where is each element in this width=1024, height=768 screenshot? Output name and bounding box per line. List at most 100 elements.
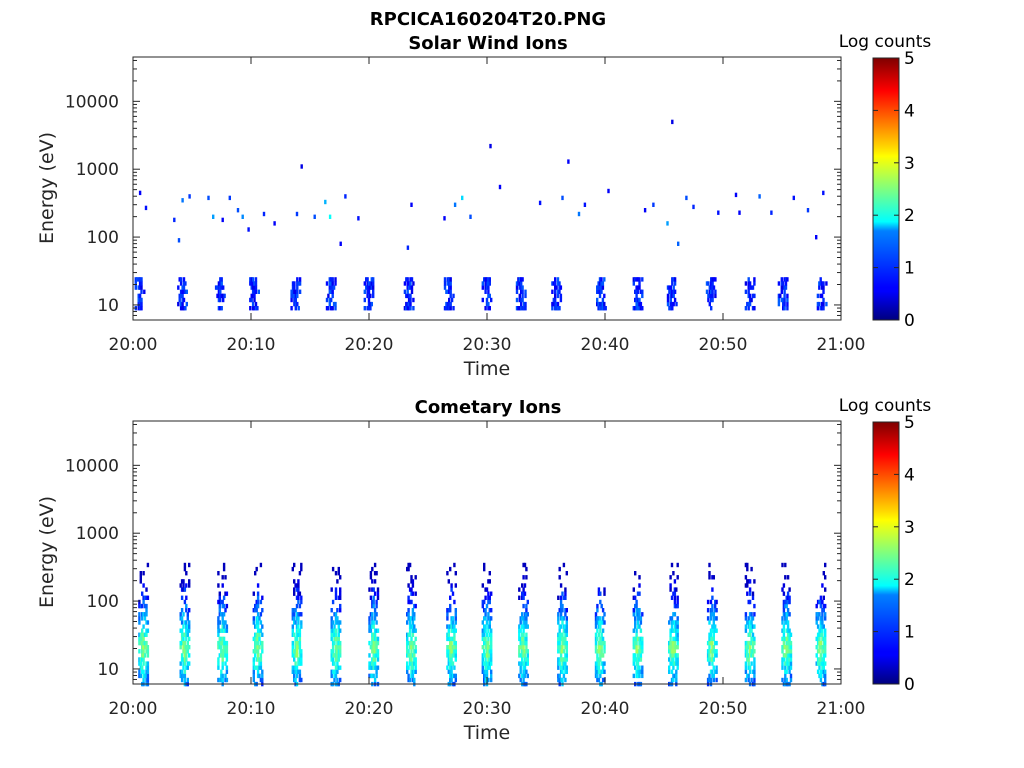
- data-cell: [483, 624, 486, 629]
- data-cell: [783, 289, 786, 294]
- data-cell: [406, 636, 409, 642]
- data-cell: [184, 289, 187, 294]
- data-cell: [408, 657, 412, 662]
- data-cell: [669, 587, 672, 592]
- data-cell: [333, 624, 336, 629]
- data-cell: [815, 636, 818, 642]
- x-tick-label: 20:00: [109, 699, 158, 719]
- data-cell: [371, 645, 374, 650]
- data-cell: [519, 616, 522, 621]
- x-tick-label: 20:50: [699, 699, 748, 719]
- data-cell: [748, 285, 752, 290]
- data-cell: [297, 661, 300, 666]
- data-cell: [781, 562, 784, 568]
- data-cell: [565, 645, 568, 650]
- data-cell: [638, 673, 641, 679]
- data-cell: [784, 620, 787, 625]
- data-cell: [295, 632, 299, 637]
- data-cell: [450, 628, 453, 633]
- data-cell: [815, 653, 818, 658]
- data-cell: [369, 306, 372, 311]
- data-cell: [638, 277, 641, 282]
- data-cell: [186, 661, 189, 666]
- data-cell: [669, 653, 672, 658]
- data-cell: [788, 657, 791, 662]
- data-cell: [822, 645, 825, 650]
- data-cell: [712, 677, 715, 683]
- data-cell: [600, 289, 603, 294]
- data-cell: [819, 673, 823, 679]
- data-cell: [675, 628, 678, 633]
- data-cell: [670, 677, 674, 683]
- data-cell: [596, 616, 599, 621]
- data-cell: [675, 603, 678, 609]
- data-cell: [712, 632, 715, 637]
- data-cell: [712, 665, 715, 670]
- data-cell: [366, 306, 369, 311]
- data-cell: [218, 636, 221, 642]
- data-cell: [487, 301, 490, 307]
- data-cell: [411, 645, 415, 650]
- data-cell: [782, 632, 786, 637]
- data-cell: [488, 277, 491, 282]
- data-cell: [146, 661, 150, 666]
- data-cell: [597, 289, 600, 294]
- data-cell: [705, 281, 709, 286]
- data-cell: [369, 665, 373, 670]
- data-cell: [291, 653, 294, 658]
- data-cell: [786, 591, 790, 596]
- data-cell: [635, 599, 638, 605]
- data-cell: [297, 612, 300, 617]
- data-cell: [179, 293, 183, 299]
- data-cell: [138, 603, 141, 609]
- data-cell: [526, 673, 529, 679]
- data-cell: [753, 665, 756, 670]
- data-cell: [670, 645, 674, 650]
- data-cell: [451, 624, 455, 629]
- data-cell: [557, 636, 560, 642]
- data-cell: [180, 632, 184, 637]
- data-cell: [523, 673, 527, 679]
- data-cell: [744, 562, 748, 568]
- data-cell: [414, 661, 417, 666]
- data-cell: [370, 277, 373, 282]
- data-cell: [557, 657, 560, 662]
- data-cell: [411, 620, 415, 625]
- data-cell: [638, 612, 641, 617]
- data-cell: [708, 673, 711, 679]
- data-cell: [449, 657, 452, 662]
- data-cell: [376, 665, 380, 670]
- data-cell: [821, 599, 824, 605]
- data-cell: [636, 277, 640, 282]
- data-cell: [411, 583, 415, 588]
- data-cell: [676, 628, 679, 633]
- data-cell: [411, 579, 415, 584]
- y-tick-label: 10: [97, 296, 119, 316]
- data-cell: [673, 599, 677, 605]
- data-cell: [820, 306, 824, 311]
- data-cell: [372, 640, 375, 646]
- data-cell: [145, 677, 148, 683]
- data-cell: [328, 281, 331, 286]
- data-cell: [449, 649, 452, 654]
- data-cell: [750, 624, 753, 629]
- colorbar-tick-label: 2: [904, 570, 915, 590]
- data-cell: [561, 665, 564, 670]
- data-cell: [146, 669, 150, 674]
- data-cell: [145, 603, 148, 609]
- data-cell: [518, 624, 521, 629]
- data-cell: [601, 297, 605, 303]
- data-cell: [597, 649, 601, 654]
- data-cell: [524, 293, 527, 299]
- data-cell: [454, 657, 457, 662]
- data-cell: [182, 661, 185, 666]
- data-cell: [141, 628, 144, 633]
- data-cell: [453, 673, 456, 679]
- data-cell: [481, 583, 484, 588]
- data-cell: [372, 624, 375, 629]
- data-cell: [714, 653, 717, 658]
- data-cell: [675, 624, 678, 629]
- data-cell: [559, 616, 563, 621]
- figure-title: RPCICA160204T20.PNG: [370, 9, 606, 30]
